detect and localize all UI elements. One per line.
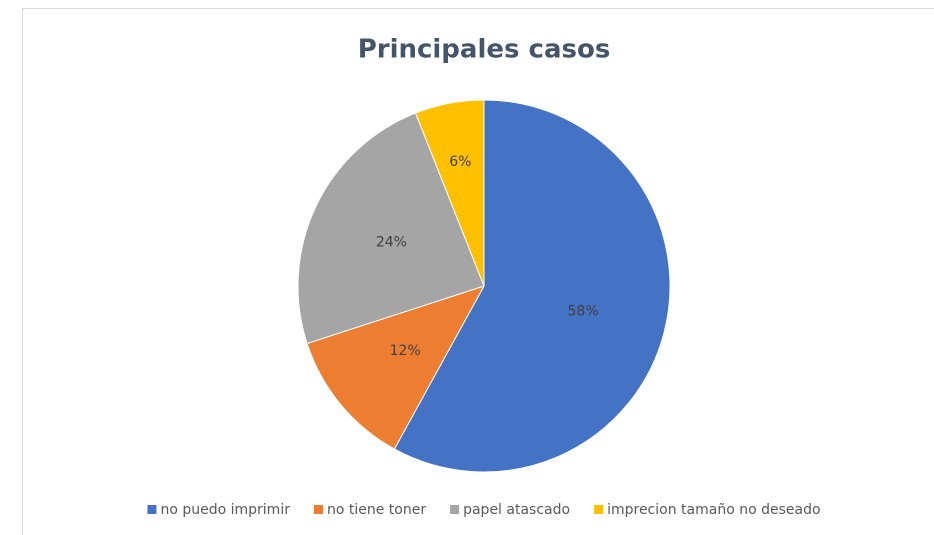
legend-label: imprecion tamaño no deseado: [607, 502, 820, 518]
legend-label: papel atascado: [463, 502, 570, 518]
legend-swatch: [147, 505, 157, 514]
data-label: 58%: [568, 303, 599, 319]
pie-slice: [297, 112, 485, 345]
pie-slice: [414, 99, 485, 287]
legend-swatch: [594, 505, 604, 514]
legend-label: no tiene toner: [327, 502, 426, 518]
legend-label: no puedo imprimir: [160, 502, 290, 518]
data-label: 12%: [390, 343, 421, 359]
data-label: 6%: [449, 154, 471, 170]
data-label: 24%: [376, 234, 407, 250]
pie-slice: [306, 285, 486, 450]
legend-swatch: [313, 505, 323, 514]
chart-title: Principales casos: [358, 35, 611, 65]
legend-swatch: [450, 505, 460, 514]
pie-slice: [393, 99, 671, 473]
